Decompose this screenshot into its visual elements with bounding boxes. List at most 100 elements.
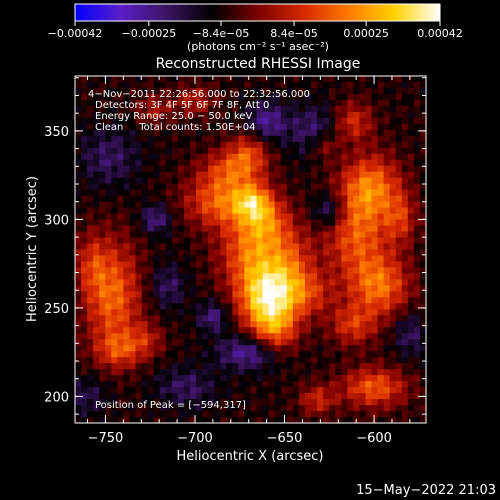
heatmap-cell <box>365 267 373 275</box>
colorbar-ticks <box>74 21 441 26</box>
heatmap-cell <box>226 183 233 191</box>
heatmap-cell <box>359 129 367 137</box>
heatmap-cell <box>153 76 161 83</box>
heatmap-cell <box>189 399 197 406</box>
heatmap-cell <box>111 267 118 275</box>
heatmap-cell <box>129 129 137 137</box>
heatmap-cell <box>329 237 336 245</box>
heatmap-cell <box>75 381 82 388</box>
heatmap-cell <box>93 303 100 310</box>
heatmap-cell <box>208 135 215 143</box>
heatmap-cell <box>232 411 239 418</box>
heatmap-cell <box>298 303 306 310</box>
heatmap-cell <box>280 267 288 275</box>
heatmap-cell <box>359 375 367 382</box>
heatmap-cell <box>183 123 191 131</box>
heatmap-cell <box>268 297 276 304</box>
heatmap-cell <box>323 183 330 191</box>
heatmap-cell <box>353 249 361 257</box>
heatmap-cell <box>377 225 385 233</box>
heatmap-cell <box>232 111 239 119</box>
heatmap-cell <box>159 141 167 149</box>
heatmap-cell <box>99 261 106 269</box>
heatmap-cell <box>250 351 258 358</box>
heatmap-cell <box>323 255 330 263</box>
heatmap-cell <box>401 123 409 131</box>
heatmap-cell <box>189 393 197 400</box>
heatmap-cell <box>383 291 391 298</box>
heatmap-cell <box>268 339 276 346</box>
heatmap-cell <box>208 153 215 161</box>
heatmap-cell <box>81 267 88 275</box>
heatmap-cell <box>383 315 391 322</box>
heatmap-cell <box>359 195 367 203</box>
heatmap-cell <box>165 135 173 143</box>
heatmap-cell <box>159 261 167 269</box>
heatmap-cell <box>196 363 203 370</box>
heatmap-cell <box>335 351 342 358</box>
heatmap-cell <box>347 387 354 394</box>
heatmap-cell <box>292 129 300 137</box>
heatmap-cell <box>232 327 239 334</box>
heatmap-cell <box>292 99 300 107</box>
heatmap-cell <box>389 117 397 125</box>
heatmap-cell <box>401 309 409 316</box>
heatmap-cell <box>413 219 421 227</box>
heatmap-cell <box>317 321 324 328</box>
heatmap-cell <box>389 345 397 352</box>
heatmap-cell <box>359 171 367 179</box>
heatmap-cell <box>256 369 264 376</box>
heatmap-cell <box>220 345 227 352</box>
heatmap-cell <box>274 297 282 304</box>
heatmap-cell <box>317 111 324 119</box>
heatmap-cell <box>159 111 167 119</box>
heatmap-cell <box>304 81 312 89</box>
heatmap-cell <box>371 76 379 83</box>
heatmap-cell <box>183 207 191 215</box>
heatmap-cell <box>171 297 179 304</box>
heatmap-cell <box>75 159 82 167</box>
heatmap-cell <box>347 219 354 227</box>
heatmap-cell <box>395 285 403 292</box>
heatmap-cell <box>292 201 300 209</box>
heatmap-cell <box>371 279 379 286</box>
heatmap-cell <box>87 93 94 101</box>
heatmap-cell <box>159 171 167 179</box>
heatmap-cell <box>383 399 391 406</box>
heatmap-cell <box>81 195 88 203</box>
heatmap-cell <box>159 123 167 131</box>
heatmap-cell <box>105 345 112 352</box>
heatmap-cell <box>159 207 167 215</box>
heatmap-cell <box>153 237 161 245</box>
heatmap-cell <box>171 93 179 101</box>
heatmap-cell <box>93 159 100 167</box>
heatmap-cell <box>256 363 264 370</box>
heatmap-cell <box>353 153 361 161</box>
heatmap-cell <box>244 411 252 418</box>
heatmap-cell <box>220 117 227 125</box>
heatmap-cell <box>365 303 373 310</box>
heatmap-cell <box>407 183 415 191</box>
heatmap-cell <box>183 333 191 340</box>
heatmap-cell <box>220 261 227 269</box>
heatmap-cell <box>256 285 264 292</box>
heatmap-cell <box>171 165 179 173</box>
heatmap-cell <box>226 81 233 89</box>
heatmap-cell <box>280 135 288 143</box>
heatmap-cell <box>311 189 318 197</box>
heatmap-cell <box>329 381 336 388</box>
heatmap-cell <box>129 333 137 340</box>
heatmap-cell <box>220 357 227 364</box>
heatmap-cell <box>268 111 276 119</box>
heatmap-cell <box>220 339 227 346</box>
heatmap-cell <box>353 297 361 304</box>
heatmap-cell <box>371 339 379 346</box>
heatmap-cell <box>395 99 403 107</box>
heatmap-cell <box>286 321 294 328</box>
heatmap-cell <box>214 297 221 304</box>
heatmap-cell <box>347 177 354 185</box>
heatmap-cell <box>262 76 270 83</box>
heatmap-cell <box>413 171 421 179</box>
heatmap-cell <box>383 195 391 203</box>
heatmap-cell <box>141 201 149 209</box>
